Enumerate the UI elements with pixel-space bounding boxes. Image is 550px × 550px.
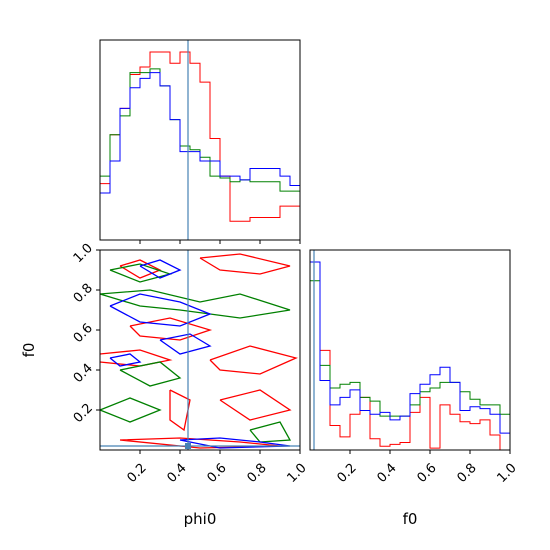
x-axis-label-f0: f0 <box>403 510 418 528</box>
f0-histogram-frame <box>309 249 511 451</box>
f0-histogram-panel: 0.2 0.4 0.6 0.8 1.0 <box>309 249 520 486</box>
contour-truth-marker <box>185 443 191 449</box>
contour-blue-loop <box>159 333 212 355</box>
contour-xtick-label: 0.4 <box>164 461 189 486</box>
contour-blue-loop <box>139 259 182 279</box>
contour-red-loop <box>199 253 291 275</box>
phi0-histogram-frame <box>99 39 301 241</box>
contour-red-loop <box>129 317 213 341</box>
contour-green-loop <box>119 361 182 387</box>
f0-hist-xtick-label: 0.2 <box>334 461 359 486</box>
contour-green-loop <box>99 397 162 423</box>
contour-blue-loop <box>109 353 142 367</box>
contour-xtick-label: 0.2 <box>124 461 149 486</box>
contour-red-loop <box>209 345 298 375</box>
f0-hist-xtick-label: 0.6 <box>414 461 439 486</box>
contour-blue-loop <box>109 293 212 327</box>
f0-hist-xtick-label: 1.0 <box>494 461 519 486</box>
phi0-histogram-panel <box>99 39 301 244</box>
contour-xtick-label: 1.0 <box>284 461 309 486</box>
f0-hist-series-red <box>309 261 510 451</box>
contour-ytick-label: 0.4 <box>71 361 96 386</box>
contour-ytick-label: 1.0 <box>71 241 96 266</box>
contour-ytick-label: 0.8 <box>71 281 96 306</box>
contour-red-loop <box>169 389 191 432</box>
contour-red-loop <box>219 389 292 421</box>
y-axis-label-f0: f0 <box>20 343 38 358</box>
contour-blue-loop <box>179 437 291 449</box>
contour-green-loop <box>249 421 292 443</box>
contour-ytick-label: 0.6 <box>71 321 96 346</box>
contour-xtick-label: 0.8 <box>244 461 269 486</box>
f0-hist-series-blue <box>309 261 511 450</box>
phi0-hist-series-blue <box>99 72 301 240</box>
x-axis-label-phi0: phi0 <box>184 510 217 528</box>
f0-hist-xtick-label: 0.8 <box>454 461 479 486</box>
contour-xtick-label: 0.6 <box>204 461 229 486</box>
contour-frame <box>99 249 301 451</box>
contour-green-loop <box>99 289 291 319</box>
contour-ytick-label: 0.2 <box>71 401 96 426</box>
phi0-f0-contour-panel: 0.2 0.4 0.6 0.8 1.0 0.2 0.4 0.6 0.8 1.0 <box>71 241 310 486</box>
f0-hist-xtick-label: 0.4 <box>374 461 399 486</box>
